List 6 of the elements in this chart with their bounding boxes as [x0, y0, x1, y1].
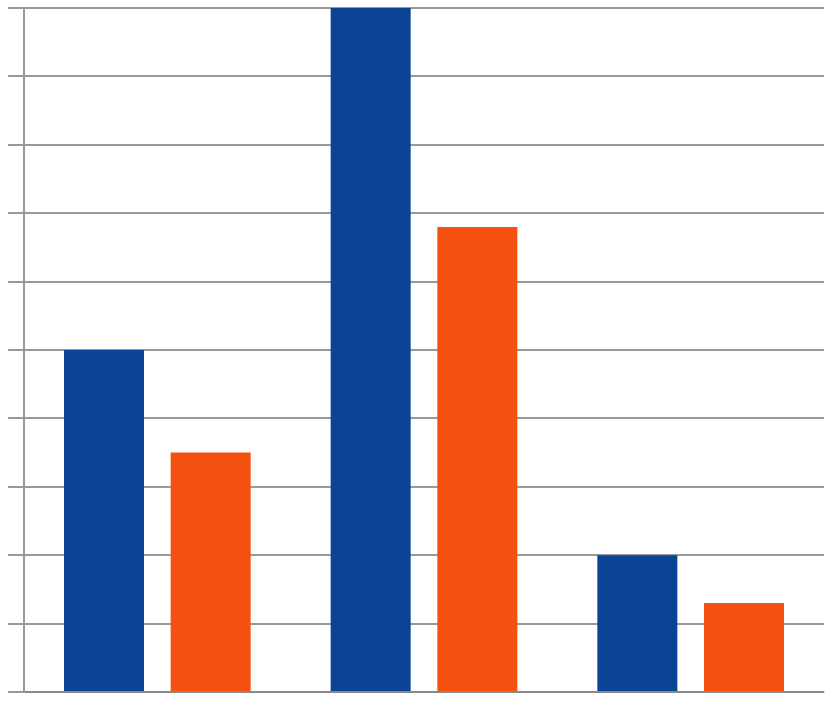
bar	[437, 226, 518, 691]
bar	[64, 350, 144, 691]
bar	[330, 8, 411, 691]
bar	[704, 603, 784, 691]
bar	[170, 452, 251, 691]
bar	[597, 555, 678, 691]
